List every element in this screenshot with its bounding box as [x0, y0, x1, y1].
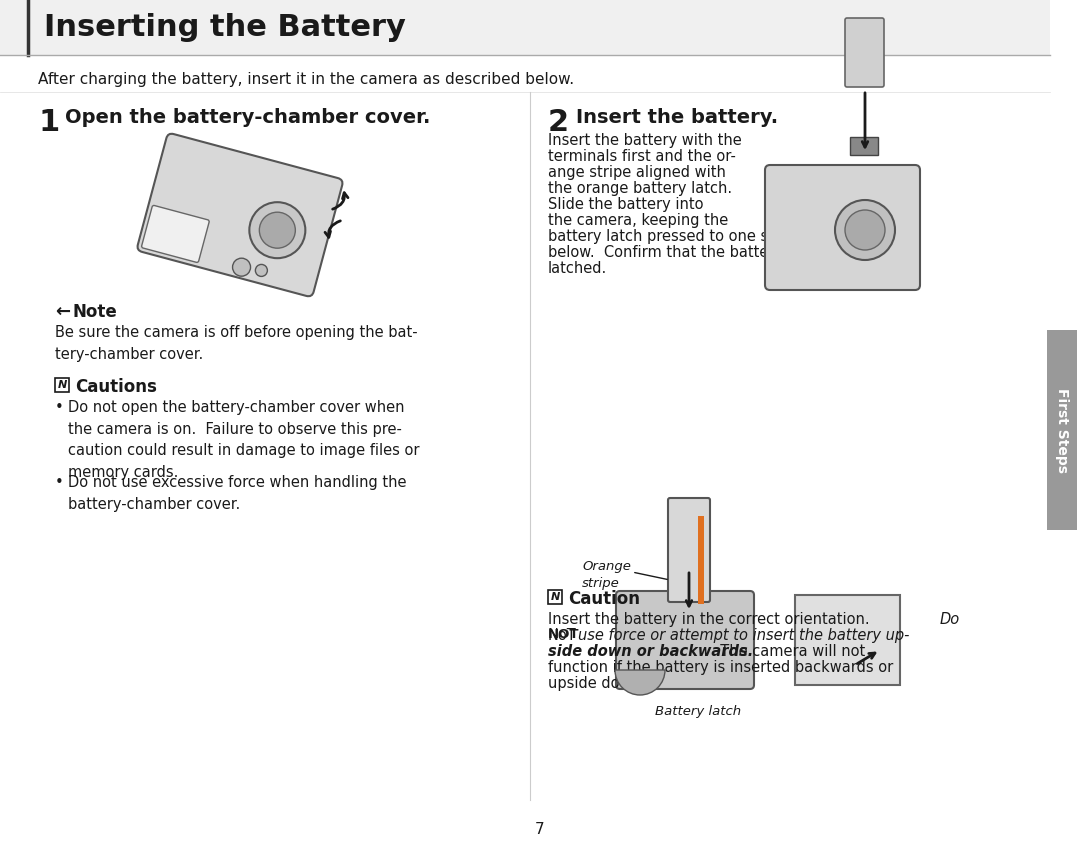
Text: Insert the battery in the correct orientation.: Insert the battery in the correct orient… [548, 612, 879, 627]
Text: 2: 2 [548, 108, 569, 137]
Text: After charging the battery, insert it in the camera as described below.: After charging the battery, insert it in… [38, 72, 575, 87]
Text: battery latch pressed to one side as shown: battery latch pressed to one side as sho… [548, 229, 864, 244]
Bar [0, 0, 1050, 55]
Text: NOT: NOT [548, 628, 580, 641]
FancyBboxPatch shape [137, 134, 342, 296]
Bar [548, 590, 562, 604]
Text: Slide the battery into: Slide the battery into [548, 197, 703, 212]
FancyBboxPatch shape [669, 498, 710, 602]
Text: •: • [55, 475, 64, 490]
Wedge shape [615, 670, 665, 695]
Text: upside down.: upside down. [548, 676, 646, 691]
Text: 7: 7 [536, 823, 544, 837]
Text: Orange
stripe: Orange stripe [582, 560, 631, 590]
FancyBboxPatch shape [141, 205, 210, 262]
Text: Do not open the battery-chamber cover when
the camera is on.  Failure to observe: Do not open the battery-chamber cover wh… [68, 400, 419, 480]
FancyBboxPatch shape [795, 595, 900, 685]
Text: ←: ← [55, 303, 70, 321]
Text: Insert the battery.: Insert the battery. [576, 108, 778, 127]
Text: Insert the battery with the: Insert the battery with the [548, 133, 742, 148]
Text: ange stripe aligned with: ange stripe aligned with [548, 165, 726, 180]
Bar [698, 516, 704, 604]
Text: below.  Confirm that the battery is securely: below. Confirm that the battery is secur… [548, 245, 866, 260]
Bar [850, 137, 878, 155]
Circle shape [835, 200, 895, 260]
Text: use force or attempt to insert the battery up-: use force or attempt to insert the batte… [578, 628, 909, 643]
Text: N: N [551, 592, 559, 602]
FancyBboxPatch shape [845, 18, 885, 87]
Text: Note: Note [73, 303, 118, 321]
FancyBboxPatch shape [765, 165, 920, 290]
Text: •: • [55, 400, 64, 415]
Text: Battery latch: Battery latch [654, 705, 741, 718]
Bar [55, 378, 69, 392]
Text: NᴏT: NᴏT [548, 628, 577, 643]
Text: Cautions: Cautions [75, 378, 157, 396]
Text: Be sure the camera is off before opening the bat-
tery-chamber cover.: Be sure the camera is off before opening… [55, 325, 418, 362]
Text: the camera, keeping the: the camera, keeping the [548, 213, 728, 228]
Text: First Steps: First Steps [1055, 387, 1069, 472]
Circle shape [255, 265, 268, 277]
FancyBboxPatch shape [616, 591, 754, 689]
Text: 1: 1 [38, 108, 59, 137]
Circle shape [845, 210, 885, 250]
Circle shape [259, 212, 295, 248]
Text: latched.: latched. [548, 261, 607, 276]
Text: Caution: Caution [568, 590, 640, 608]
Text: N: N [57, 380, 67, 390]
Text: function if the battery is inserted backwards or: function if the battery is inserted back… [548, 660, 893, 675]
Text: Do not use excessive force when handling the
battery-chamber cover.: Do not use excessive force when handling… [68, 475, 406, 511]
Text: terminals first and the or-: terminals first and the or- [548, 149, 735, 164]
Text: side down or backwards.: side down or backwards. [548, 644, 753, 659]
Circle shape [249, 203, 306, 258]
Bar [1047, 330, 1077, 530]
Text: the orange battery latch.: the orange battery latch. [548, 181, 732, 196]
Text: Do: Do [940, 612, 960, 627]
Text: Open the battery-chamber cover.: Open the battery-chamber cover. [65, 108, 430, 127]
Circle shape [232, 258, 251, 277]
Text: The camera will not: The camera will not [711, 644, 865, 659]
Text: Inserting the Battery: Inserting the Battery [44, 13, 406, 42]
